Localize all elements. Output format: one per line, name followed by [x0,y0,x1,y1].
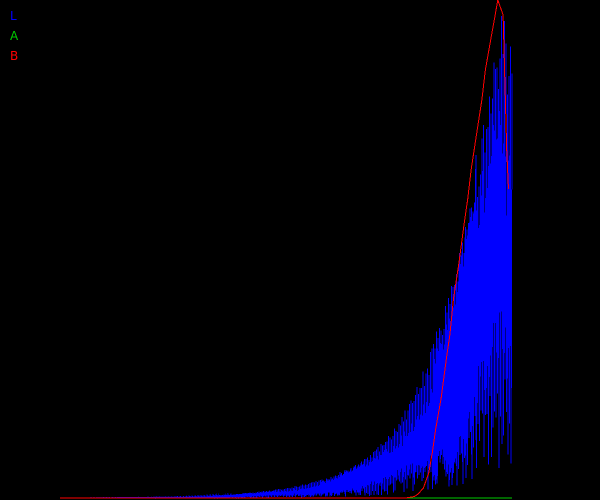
legend-item-l: L [10,9,17,23]
series-l-line [60,15,513,500]
series-b-line [60,0,509,499]
legend-item-a: A [10,29,19,43]
legend: L A B [10,9,19,63]
legend-item-b: B [10,49,18,63]
series-layer [60,0,513,500]
